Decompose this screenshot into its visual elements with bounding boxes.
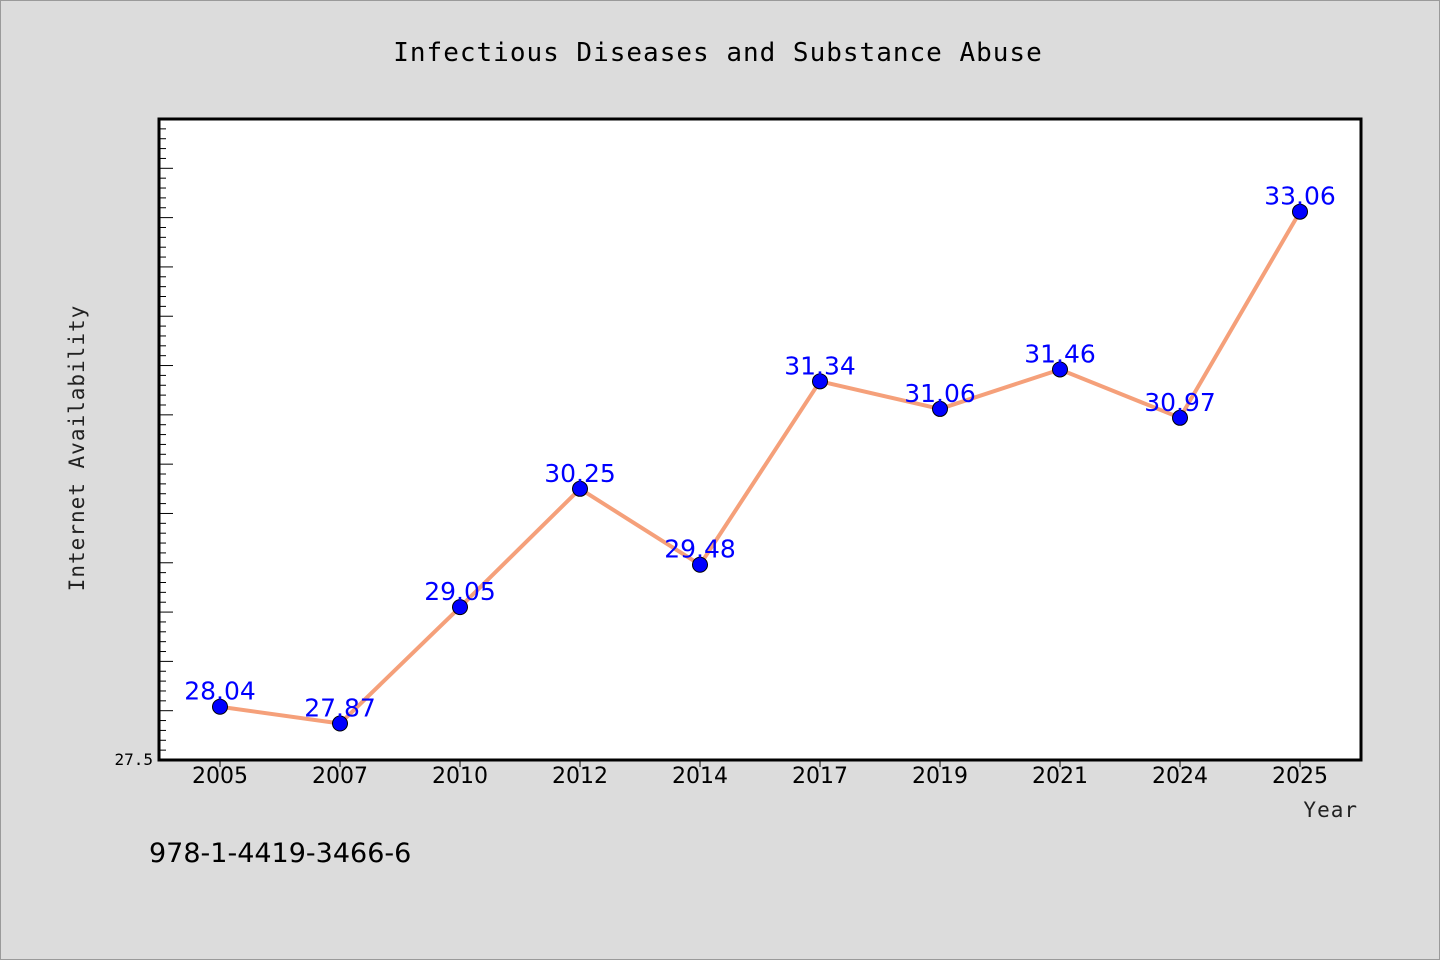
x-tick-label: 2024: [1152, 764, 1208, 789]
data-point: [452, 599, 468, 616]
data-point: [1172, 409, 1188, 426]
data-point: [692, 556, 708, 573]
chart-title: Infectious Diseases and Substance Abuse: [393, 38, 1042, 68]
data-point: [812, 373, 828, 390]
data-label: 28.04: [184, 677, 256, 706]
data-label: 31.46: [1024, 339, 1096, 368]
data-point: [572, 480, 588, 497]
data-label: 31.34: [784, 351, 856, 380]
data-point: [932, 400, 948, 417]
x-tick-label: 2010: [432, 764, 488, 789]
y-axis-label: Internet Availability: [65, 305, 89, 592]
x-tick-label: 2005: [192, 764, 248, 789]
x-axis-ticks: 2005 2007 2010 2012 2014 2017 2019 2021 2024 2025: [192, 760, 1328, 789]
isbn-text: 978-1-4419-3466-6: [149, 838, 411, 869]
x-tick-label: 2012: [552, 764, 608, 789]
series-layer: [212, 203, 1308, 732]
plot-area: [157, 117, 1363, 762]
x-tick-label: 2025: [1272, 764, 1328, 789]
x-tick-label: 2014: [672, 764, 728, 789]
x-tick-label: 2019: [912, 764, 968, 789]
x-tick-label: 2021: [1032, 764, 1088, 789]
y-tick-label: 27.5: [114, 750, 153, 769]
y-axis-ticks: 27.5: [114, 118, 173, 769]
data-label-layer: 28.04 27.87 29.05 30.25 29.48 31.34 31.06 31.46…: [184, 182, 1336, 723]
data-label: 31.06: [904, 379, 976, 408]
data-label: 30.25: [544, 459, 616, 488]
data-label: 33.06: [1264, 182, 1336, 211]
data-point: [212, 698, 228, 715]
x-axis-label: Year: [1303, 798, 1358, 822]
series-line: [218, 209, 1302, 726]
x-tick-label: 2007: [312, 764, 368, 789]
data-point: [1052, 361, 1068, 378]
data-point: [1292, 203, 1308, 220]
data-label: 30.97: [1144, 388, 1216, 417]
x-tick-label: 2017: [792, 764, 848, 789]
data-point: [332, 715, 348, 732]
data-label: 29.05: [424, 577, 496, 606]
data-label: 29.48: [664, 535, 736, 564]
data-label: 27.87: [304, 694, 376, 723]
